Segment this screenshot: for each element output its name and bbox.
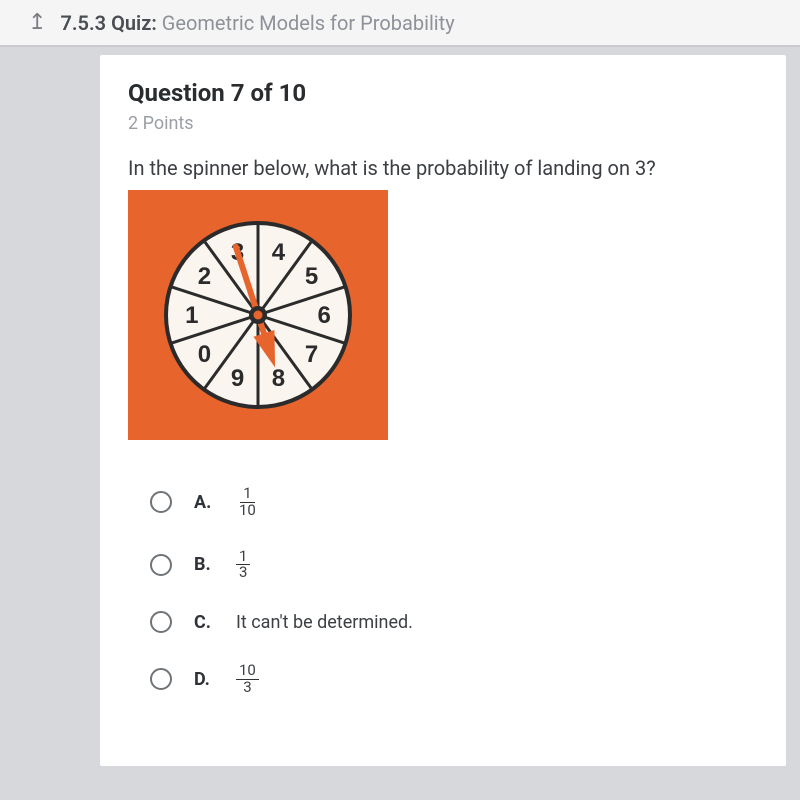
- quiz-label: Quiz:: [111, 11, 157, 35]
- svg-text:6: 6: [318, 302, 331, 329]
- svg-text:4: 4: [272, 239, 286, 266]
- options-list: A. 110 B. 13 C. It can't be determined. D. 103: [150, 486, 758, 696]
- radio-button[interactable]: [150, 491, 172, 513]
- question-prompt: In the spinner below, what is the probab…: [128, 156, 758, 180]
- svg-text:5: 5: [305, 263, 318, 290]
- question-current: 7: [231, 79, 245, 107]
- quiz-title: 7.5.3 Quiz: Geometric Models for Probabi…: [60, 11, 454, 35]
- radio-button[interactable]: [150, 611, 172, 633]
- option-letter: A.: [194, 492, 214, 513]
- radio-button[interactable]: [150, 554, 172, 576]
- option-answer: 103: [236, 663, 259, 696]
- quiz-topic: Geometric Models for Probability: [162, 11, 455, 35]
- question-total: 10: [279, 79, 307, 107]
- radio-button[interactable]: [150, 668, 172, 690]
- svg-text:9: 9: [231, 365, 244, 392]
- option-answer: It can't be determined.: [236, 612, 413, 633]
- option-row[interactable]: B. 13: [150, 549, 758, 582]
- svg-text:2: 2: [198, 263, 211, 290]
- svg-text:0: 0: [198, 341, 211, 368]
- svg-text:7: 7: [305, 341, 318, 368]
- question-card: Question 7 of 10 2 Points In the spinner…: [100, 55, 786, 766]
- section-number: 7.5.3: [60, 11, 106, 35]
- back-arrow-icon[interactable]: ↥: [28, 10, 46, 35]
- points-label: 2 Points: [128, 113, 758, 134]
- svg-text:1: 1: [185, 302, 198, 329]
- option-answer: 13: [236, 549, 250, 582]
- option-letter: B.: [194, 554, 214, 575]
- option-row[interactable]: D. 103: [150, 663, 758, 696]
- quiz-header: ↥ 7.5.3 Quiz: Geometric Models for Proba…: [0, 0, 800, 47]
- option-letter: D.: [194, 669, 214, 690]
- option-row[interactable]: A. 110: [150, 486, 758, 519]
- option-answer: 110: [236, 486, 259, 519]
- option-letter: C.: [194, 612, 214, 633]
- svg-text:8: 8: [272, 365, 285, 392]
- spinner-container: 1234567890: [128, 190, 388, 440]
- option-row[interactable]: C. It can't be determined.: [150, 611, 758, 633]
- spinner-wheel: 1234567890: [158, 215, 358, 415]
- question-heading: Question 7 of 10: [128, 79, 758, 107]
